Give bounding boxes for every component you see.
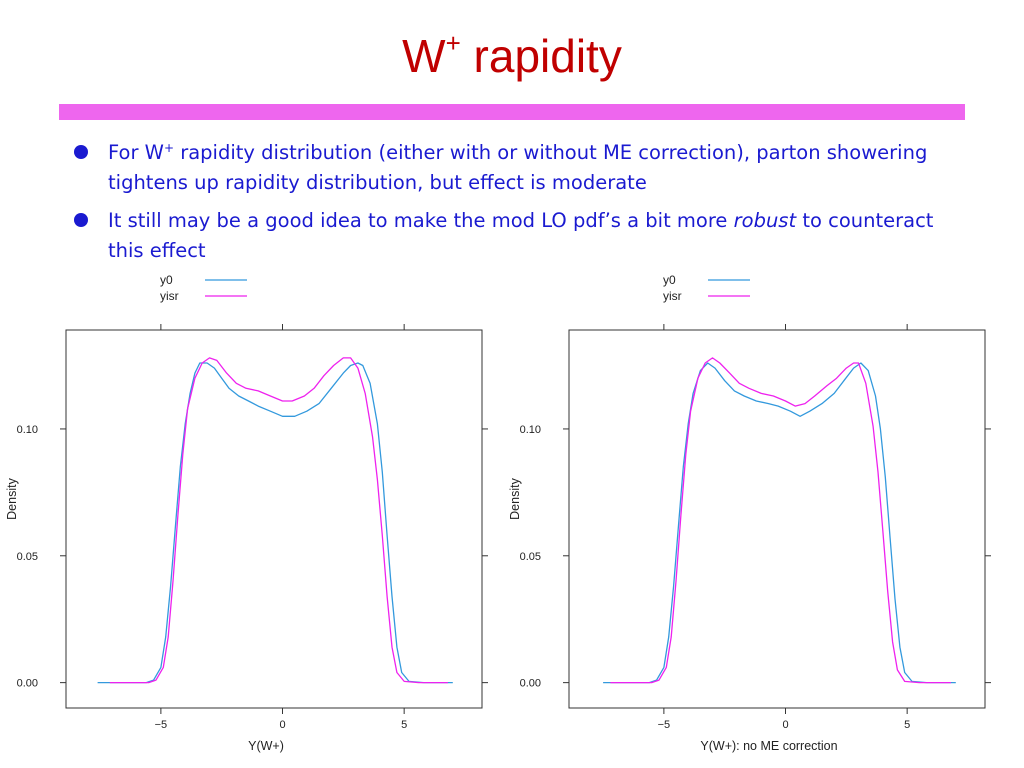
title-rest: rapidity <box>460 30 622 82</box>
bullet-item-2: It still may be a good idea to make the … <box>72 206 972 266</box>
bullet-1-text-a: For W <box>108 141 164 164</box>
y-tick-label: 0.00 <box>520 678 541 690</box>
legend-label-yisr: yisr <box>663 289 682 303</box>
bullet-1-superscript: + <box>163 141 175 155</box>
plot-frame <box>568 329 986 709</box>
chart-left-svg: y0 yisr −5 0 5 0.00 0.05 0.10 Y(W+) Density <box>5 273 488 753</box>
slide-title: W+ rapidity <box>0 26 1024 86</box>
x-tick-label: 5 <box>904 719 910 731</box>
y-tick-label: 0.05 <box>17 551 38 563</box>
x-tick-label: 5 <box>401 719 407 731</box>
series-line-yisr <box>610 357 951 684</box>
x-tick-label: −5 <box>658 719 671 731</box>
bullet-2-text-a: It still may be a good idea to make the … <box>108 209 734 232</box>
bullet-2-text-b: to counteract this effect <box>108 209 934 262</box>
series-line-yisr <box>109 357 448 684</box>
legend-label-yisr: yisr <box>160 289 179 303</box>
y-tick-label: 0.10 <box>520 424 541 436</box>
bullet-dot-icon <box>74 213 88 227</box>
series-line-y0 <box>603 362 956 684</box>
bullet-item-1: For W+ rapidity distribution (either wit… <box>72 138 972 198</box>
bullet-1-text-b: rapidity distribution (either with or wi… <box>108 141 928 194</box>
title-superscript: + <box>445 28 461 58</box>
title-divider-bar <box>59 104 965 120</box>
series-line-y0 <box>97 362 453 684</box>
x-axis-label: Y(W+): no ME correction <box>700 739 837 753</box>
legend-label-y0: y0 <box>663 273 676 287</box>
x-tick-label: 0 <box>782 719 788 731</box>
chart-left: y0 yisr −5 0 5 0.00 0.05 0.10 Y(W+) Density <box>0 268 500 758</box>
y-tick-label: 0.05 <box>520 551 541 563</box>
x-axis-label: Y(W+) <box>248 739 284 753</box>
bullet-2-emphasis: robust <box>733 209 797 232</box>
plot-frame <box>65 329 483 709</box>
chart-right: y0 yisr −5 0 5 0.00 0.05 0.10 Y(W+): no ME corre… <box>503 268 1003 758</box>
y-axis-label: Density <box>5 477 19 519</box>
chart-right-svg: y0 yisr −5 0 5 0.00 0.05 0.10 Y(W+): no ME corre… <box>508 273 991 753</box>
y-tick-label: 0.10 <box>17 424 38 436</box>
bullet-dot-icon <box>74 145 88 159</box>
title-main: W <box>402 30 446 82</box>
x-tick-label: 0 <box>279 719 285 731</box>
y-tick-label: 0.00 <box>17 678 38 690</box>
x-tick-label: −5 <box>155 719 168 731</box>
legend-label-y0: y0 <box>160 273 173 287</box>
y-axis-label: Density <box>508 477 522 519</box>
bullet-list: For W+ rapidity distribution (either wit… <box>72 138 972 274</box>
